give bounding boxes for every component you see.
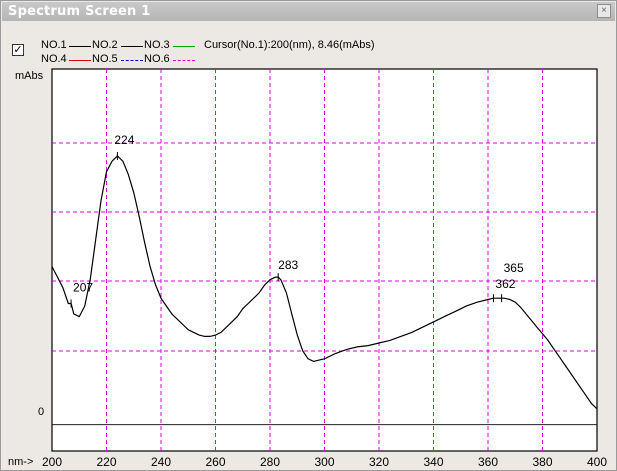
x-tick-label: 360 [478, 455, 499, 469]
peak-label: 362 [495, 277, 515, 291]
x-axis-unit-label: nm-> [8, 456, 34, 468]
series-line-no1 [51, 155, 598, 410]
trace-visible-checkbox[interactable]: ✓ [12, 44, 24, 56]
legend-line-no3 [173, 46, 195, 47]
x-tick-label: 320 [369, 455, 390, 469]
x-tick-label: 260 [205, 455, 226, 469]
x-tick-label: 380 [532, 455, 553, 469]
peak-label: 224 [114, 133, 134, 147]
legend-line-no6 [173, 60, 195, 61]
legend-label-no3: NO.3 [144, 39, 170, 51]
legend-line-no2 [121, 46, 143, 47]
legend-label-no2: NO.2 [92, 39, 118, 51]
close-icon[interactable]: × [597, 4, 611, 18]
cursor-readout: Cursor(No.1):200(nm), 8.46(mAbs) [204, 39, 375, 51]
peak-label: 207 [73, 280, 93, 294]
title-bar[interactable]: Spectrum Screen 1 × [2, 2, 615, 21]
legend-label-no1: NO.1 [41, 39, 67, 51]
legend-label-no4: NO.4 [41, 53, 67, 65]
x-tick-label: 280 [260, 455, 281, 469]
x-tick-label: 220 [96, 455, 117, 469]
x-tick-label: 200 [42, 455, 63, 469]
x-tick-label: 340 [423, 455, 444, 469]
legend-label-no6: NO.6 [144, 53, 170, 65]
x-tick-label: 300 [314, 455, 335, 469]
legend-line-no4 [69, 60, 91, 61]
y-axis-label: mAbs [15, 70, 44, 82]
x-tick-label: 400 [587, 455, 608, 469]
legend-label-no5: NO.5 [92, 53, 118, 65]
window-title: Spectrum Screen 1 [8, 4, 151, 19]
x-tick-label: 240 [151, 455, 172, 469]
legend-line-no1 [69, 46, 91, 47]
y-zero-label: 0 [38, 406, 45, 418]
legend-line-no5 [121, 60, 143, 61]
peak-label: 283 [278, 258, 298, 272]
peak-label: 365 [504, 261, 524, 275]
